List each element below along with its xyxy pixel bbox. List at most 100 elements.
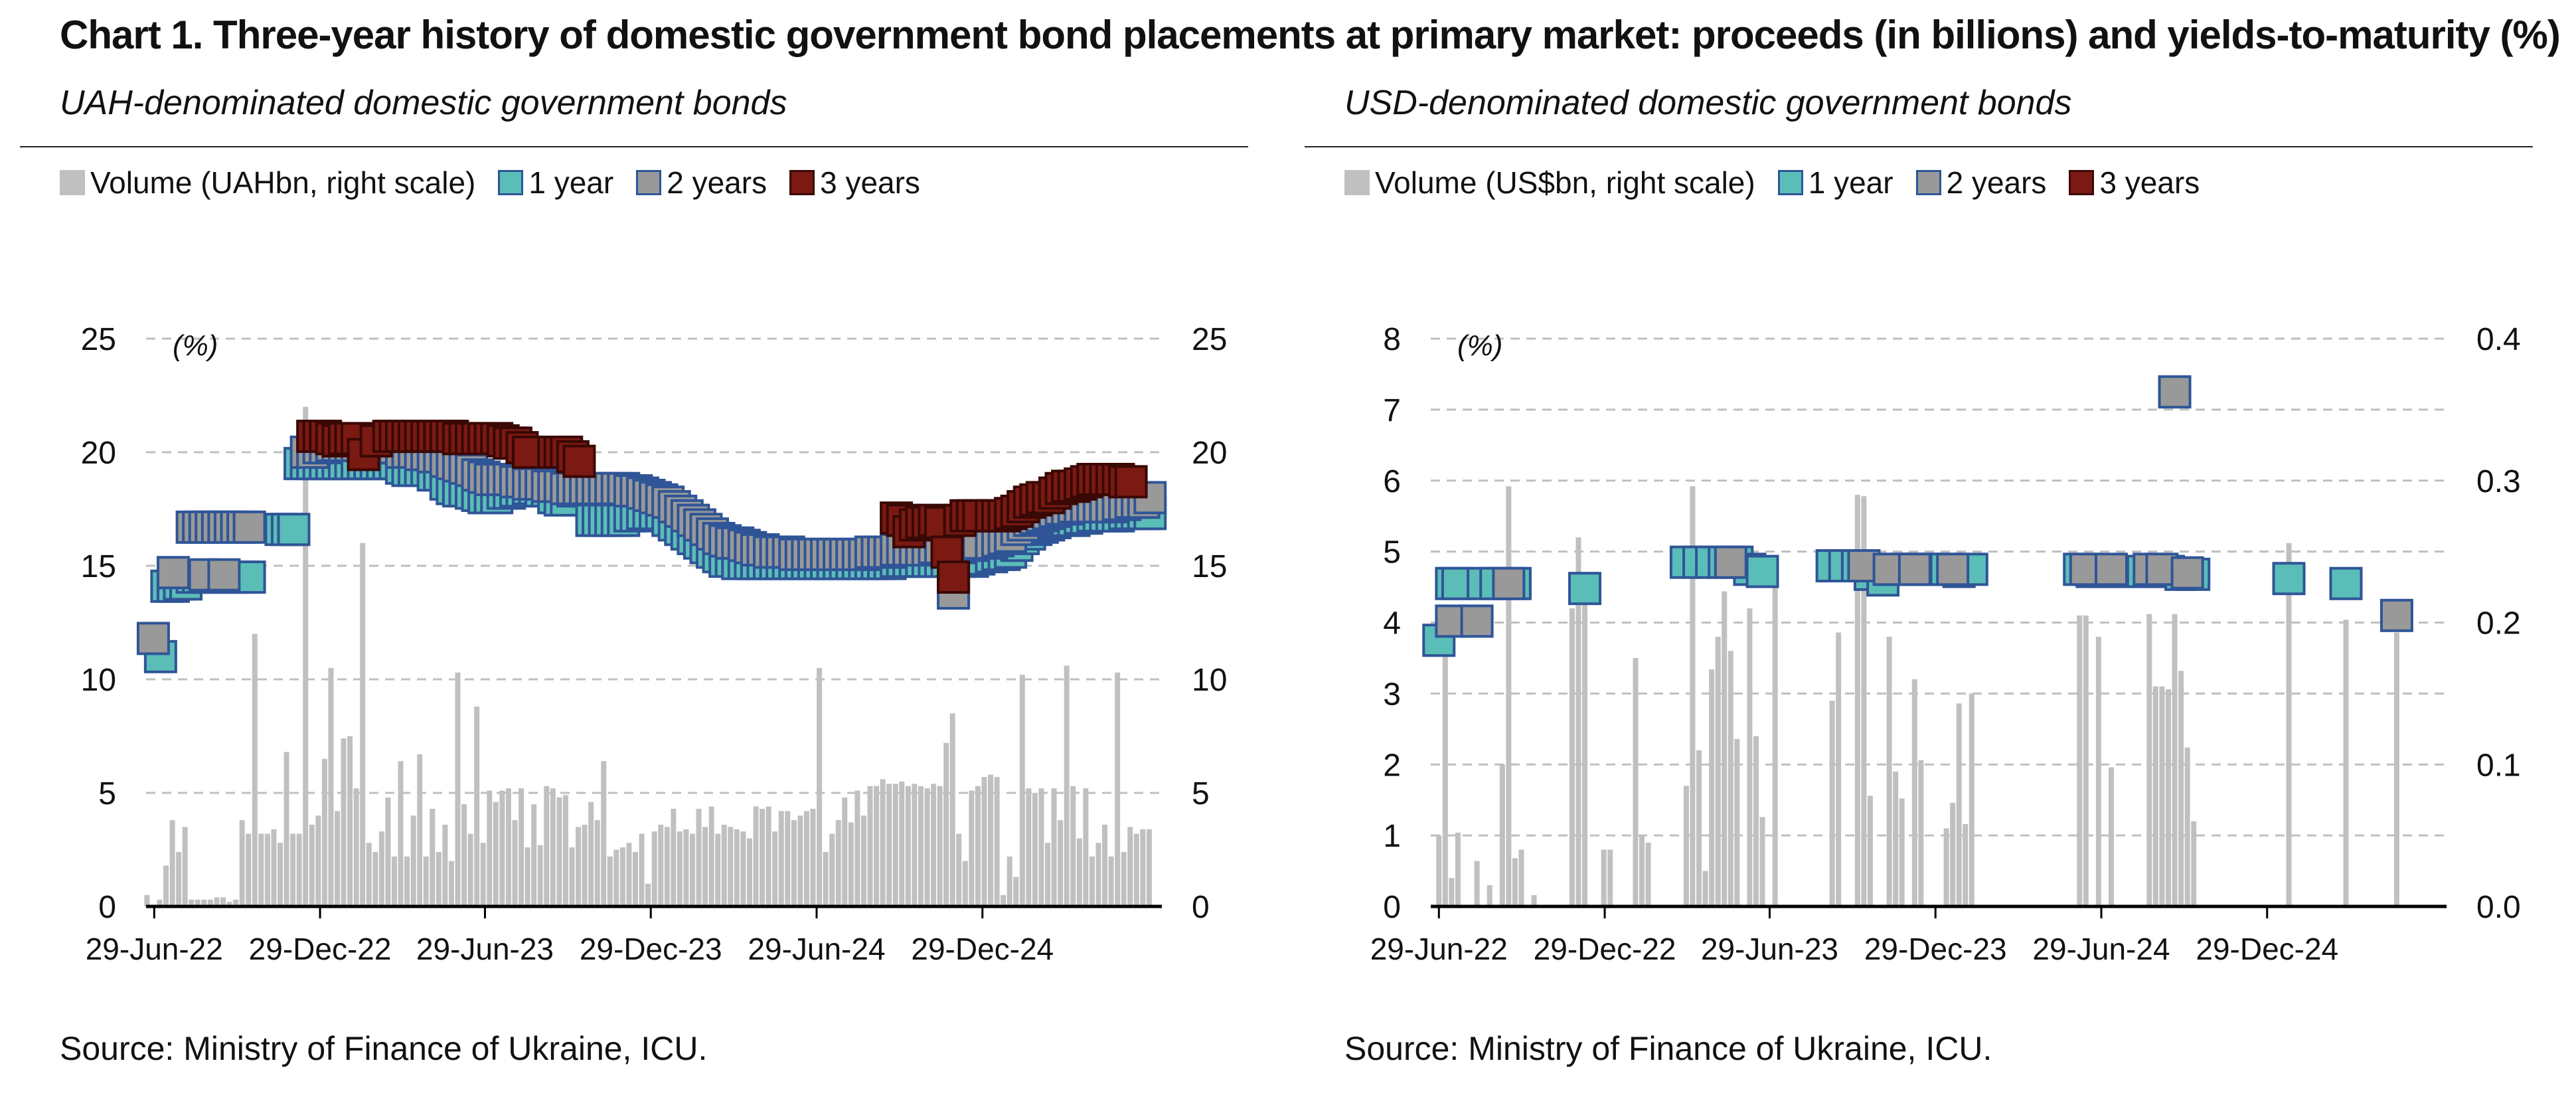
volume-bar — [1001, 894, 1006, 906]
volume-bar — [867, 786, 873, 906]
volume-bar — [1083, 788, 1089, 906]
y-tick-label-left: 15 — [81, 549, 116, 584]
x-tick-label: 29-Jun-23 — [416, 932, 554, 966]
volume-bar — [353, 788, 359, 906]
volume-bar — [576, 827, 582, 906]
chart-legend: Volume (UAHbn, right scale) 1 year 2 yea… — [60, 159, 943, 206]
volume-bar — [664, 827, 670, 906]
legend-swatch-2-years — [636, 170, 662, 195]
legend-swatch-2-years — [1915, 170, 1941, 195]
legend-item-3-years: 3 years — [789, 165, 920, 201]
volume-bar — [1019, 675, 1025, 906]
subtitle-rule — [20, 146, 1248, 147]
volume-bar — [201, 899, 207, 906]
volume-bar — [962, 861, 968, 906]
marker-2-years — [156, 556, 190, 590]
y-tick-label-left: 3 — [1383, 677, 1401, 712]
volume-bar — [220, 897, 226, 906]
volume-bar — [721, 824, 727, 906]
volume-bar — [1102, 824, 1108, 906]
volume-bar — [2095, 636, 2101, 906]
volume-bar — [1146, 829, 1152, 906]
volume-bar — [144, 894, 150, 906]
volume-bar — [619, 847, 625, 906]
volume-bar — [791, 820, 797, 906]
legend-item-2-years: 2 years — [1915, 165, 2047, 201]
volume-bar — [645, 883, 651, 906]
volume-bar — [258, 833, 264, 906]
volume-bar — [734, 829, 740, 906]
volume-bar — [949, 713, 955, 906]
volume-bar — [677, 831, 683, 906]
y-tick-label-right: 15 — [1192, 549, 1227, 584]
volume-bar — [1715, 636, 1721, 906]
volume-bar — [1918, 760, 1924, 906]
marker-3-years — [562, 444, 596, 478]
volume-bar — [905, 786, 911, 906]
volume-bar — [207, 899, 213, 906]
volume-bar — [537, 845, 543, 906]
volume-bar — [854, 790, 860, 906]
volume-bar — [1633, 657, 1639, 906]
volume-bar — [1734, 738, 1740, 906]
chart-source: Source: Ministry of Finance of Ukraine, … — [60, 1030, 708, 1067]
legend-label: 3 years — [2099, 165, 2200, 200]
volume-bar — [696, 808, 702, 906]
volume-bar — [835, 820, 841, 906]
legend-label: 2 years — [1946, 165, 2047, 200]
volume-bar — [2146, 614, 2152, 906]
volume-bar — [1582, 594, 1588, 906]
usd-chart-panel: USD-denominated domestic government bond… — [1305, 83, 2533, 1092]
volume-bar — [988, 774, 994, 906]
volume-bar — [772, 831, 778, 906]
volume-bar — [886, 784, 892, 906]
volume-bar — [315, 815, 321, 906]
volume-bar — [531, 804, 537, 906]
volume-bar — [2184, 747, 2190, 906]
volume-bar — [613, 849, 619, 906]
volume-bar — [931, 784, 937, 906]
volume-bar — [1861, 496, 1867, 906]
volume-bar — [290, 833, 296, 906]
y-tick-label-right: 0.3 — [2476, 464, 2521, 499]
volume-bar — [1683, 786, 1689, 906]
volume-bar — [182, 827, 188, 906]
volume-bar — [550, 788, 556, 906]
volume-bar — [848, 822, 854, 906]
volume-bar — [702, 827, 708, 906]
volume-bar — [969, 790, 975, 906]
volume-bar — [366, 843, 372, 906]
volume-bar — [1006, 856, 1012, 906]
y-tick-label-left: 20 — [81, 436, 116, 471]
volume-bar — [499, 790, 505, 906]
volume-bar — [1709, 669, 1715, 906]
volume-bar — [430, 808, 436, 906]
volume-bar — [785, 811, 791, 906]
volume-bar — [1058, 820, 1064, 906]
legend-label: Volume (UAHbn, right scale) — [90, 165, 476, 200]
x-tick-label: 29-Jun-22 — [86, 932, 223, 966]
subtitle-rule — [1305, 146, 2533, 147]
x-tick-label: 29-Jun-23 — [1701, 932, 1838, 966]
volume-bar — [347, 736, 353, 906]
volume-bar — [715, 833, 721, 906]
volume-bar — [1455, 832, 1461, 906]
chart-subtitle: USD-denominated domestic government bond… — [1344, 84, 2072, 122]
volume-bar — [1639, 835, 1645, 906]
volume-bar — [1499, 764, 1505, 906]
chart-title: Chart 1. Three-year history of domestic … — [60, 13, 2561, 57]
volume-bar — [303, 406, 309, 906]
marker-3-years — [1114, 465, 1148, 499]
y-tick-label-right: 0.2 — [2476, 606, 2521, 641]
volume-bar — [1899, 798, 1905, 906]
legend-label: 2 years — [667, 165, 767, 200]
volume-bar — [176, 851, 182, 906]
y-tick-label-left: 8 — [1383, 322, 1401, 357]
volume-bar — [467, 833, 473, 906]
volume-bar — [398, 761, 404, 906]
volume-bar — [455, 672, 461, 906]
volume-bar — [690, 833, 696, 906]
volume-bar — [2178, 671, 2184, 906]
volume-bar — [651, 831, 657, 906]
volume-bar — [810, 808, 816, 906]
